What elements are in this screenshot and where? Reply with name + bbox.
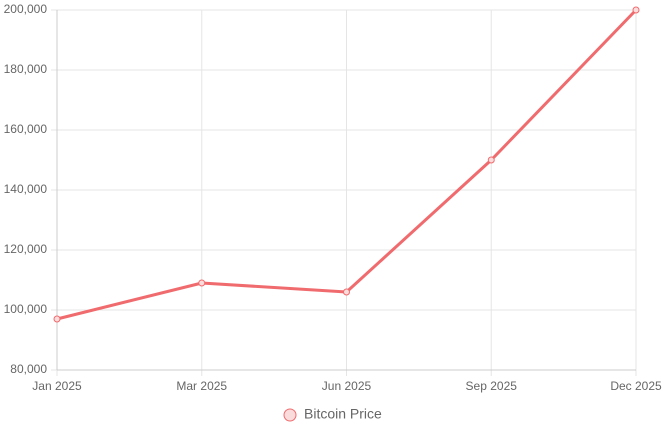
legend-marker	[283, 408, 297, 422]
x-tick-label: Jun 2025	[322, 379, 372, 393]
y-tick-label: 200,000	[4, 2, 48, 16]
x-tick-label: Mar 2025	[176, 379, 227, 393]
point	[198, 279, 206, 287]
x-tick-label: Sep 2025	[466, 379, 518, 393]
y-tick-label: 160,000	[4, 122, 48, 136]
legend-label: Bitcoin Price	[304, 406, 382, 422]
y-tick-label: 80,000	[10, 362, 47, 376]
y-tick-label: 180,000	[4, 62, 48, 76]
point	[343, 288, 350, 296]
y-tick-label: 100,000	[4, 302, 48, 316]
x-tick-label: Dec 2025	[610, 379, 662, 393]
y-tick-label: 140,000	[4, 182, 48, 196]
x-tick-label: Jan 2025	[32, 379, 82, 393]
point	[487, 156, 495, 164]
point	[632, 6, 640, 14]
point	[53, 315, 61, 323]
y-tick-label: 120,000	[4, 242, 48, 256]
